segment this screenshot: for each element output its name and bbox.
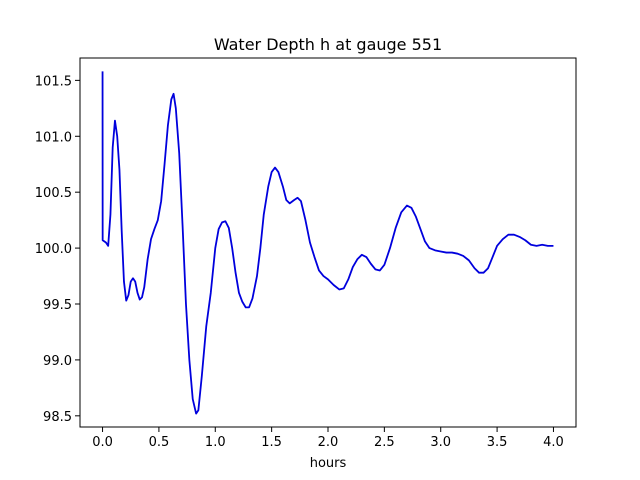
y-tick-label: 98.5 [43,410,72,425]
x-axis-label: hours [310,456,347,471]
y-axis-ticks: 98.5 99.0 99.5 100.0 100.5 101.0 101.5 [35,74,80,425]
x-tick-label: 1.0 [205,435,226,450]
plot-frame [79,57,577,428]
x-tick-label: 2.5 [374,435,395,450]
x-tick-label: 3.0 [430,435,451,450]
y-tick-label: 101.0 [35,130,72,145]
plot-area [101,71,554,415]
x-tick-label: 0.5 [149,435,170,450]
y-tick-label: 100.5 [35,186,72,201]
series-line [101,71,554,415]
x-tick-label: 4.0 [543,435,564,450]
y-tick-label: 100.0 [35,242,72,257]
y-tick-label: 99.0 [43,354,72,369]
y-tick-label: 99.5 [43,298,72,313]
chart-title: Water Depth h at gauge 551 [214,35,442,54]
x-tick-label: 2.0 [318,435,339,450]
y-tick-label: 101.5 [35,74,72,89]
x-tick-label: 0.0 [92,435,113,450]
x-axis-ticks: 0.0 0.5 1.0 1.5 2.0 2.5 3.0 3.5 4.0 [92,427,564,450]
x-tick-label: 1.5 [261,435,282,450]
x-tick-label: 3.5 [487,435,508,450]
